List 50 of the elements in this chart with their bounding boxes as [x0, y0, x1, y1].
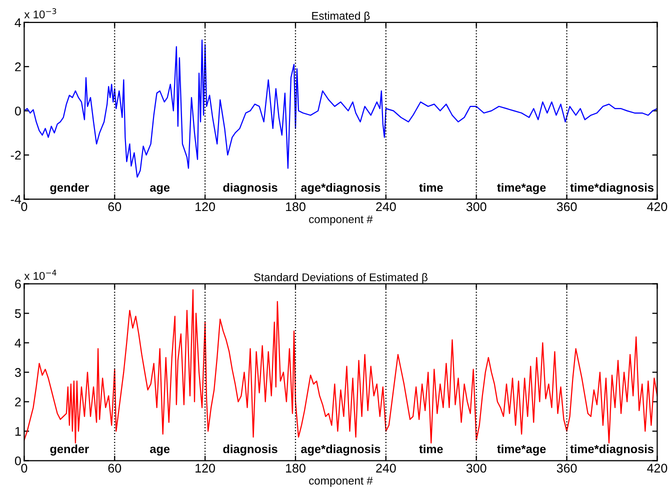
annotation: time*diagnosis — [570, 183, 654, 194]
y-tick-label: 4 — [14, 18, 22, 27]
y-tick-label: -2 — [10, 150, 21, 160]
y-tick-label: 6 — [15, 280, 21, 289]
x-tick-label: 120 — [196, 464, 215, 473]
annotation: age*diagnosis — [301, 444, 380, 456]
x-tick-label: 0 — [21, 202, 28, 212]
x-tick-label: 360 — [556, 464, 577, 473]
annotation: time*diagnosis — [570, 444, 654, 456]
x-tick-label: 180 — [286, 464, 306, 473]
x-tick-label: 360 — [556, 202, 577, 212]
annotation: gender — [50, 183, 89, 194]
y-tick-label: 4 — [14, 338, 22, 348]
x-tick-label: 60 — [108, 202, 122, 212]
annotation: time*age — [497, 444, 546, 456]
annotation: diagnosis — [223, 183, 278, 194]
y-tick-label: 0 — [14, 106, 21, 116]
chart-title: Standard Deviations of Estimated β — [254, 273, 428, 284]
y-tick-label: 5 — [14, 309, 21, 318]
y-tick-label: 3 — [14, 368, 21, 377]
x-tick-label: 60 — [108, 464, 122, 473]
x-axis-title: component # — [309, 476, 373, 487]
annotation: age — [150, 185, 170, 194]
annotation: time — [419, 444, 443, 454]
x-axis-title: component # — [309, 215, 373, 226]
annotation: time — [419, 183, 443, 192]
text: x 10$^{−3}$ — [24, 8, 56, 18]
x-tick-label: 0 — [21, 464, 28, 473]
x-tick-label: 240 — [376, 202, 396, 212]
x-tick-label: 180 — [286, 202, 306, 212]
y-tick-label: 2 — [15, 398, 21, 406]
line-series — [24, 40, 658, 178]
x-tick-label: 300 — [466, 464, 486, 473]
y-tick-label: 1 — [15, 427, 21, 436]
x-tick-label: 420 — [647, 202, 668, 212]
y-tick-label: 2 — [15, 62, 21, 72]
text: x 10$^{−4}$ — [24, 270, 56, 280]
x-tick-label: 420 — [647, 464, 668, 473]
chart-title: Estimated β — [312, 12, 370, 22]
y-tick-label: 0 — [14, 456, 21, 466]
annotation: age*diagnosis — [301, 183, 380, 194]
line-series — [24, 289, 658, 444]
x-tick-label: 120 — [196, 202, 215, 212]
annotation: time*age — [497, 183, 546, 194]
y-tick-label: -4 — [10, 195, 22, 204]
annotation: gender — [50, 444, 89, 456]
annotation: age — [150, 446, 170, 456]
annotation: diagnosis — [223, 444, 278, 456]
x-tick-label: 300 — [466, 202, 486, 212]
x-tick-label: 240 — [376, 464, 396, 473]
